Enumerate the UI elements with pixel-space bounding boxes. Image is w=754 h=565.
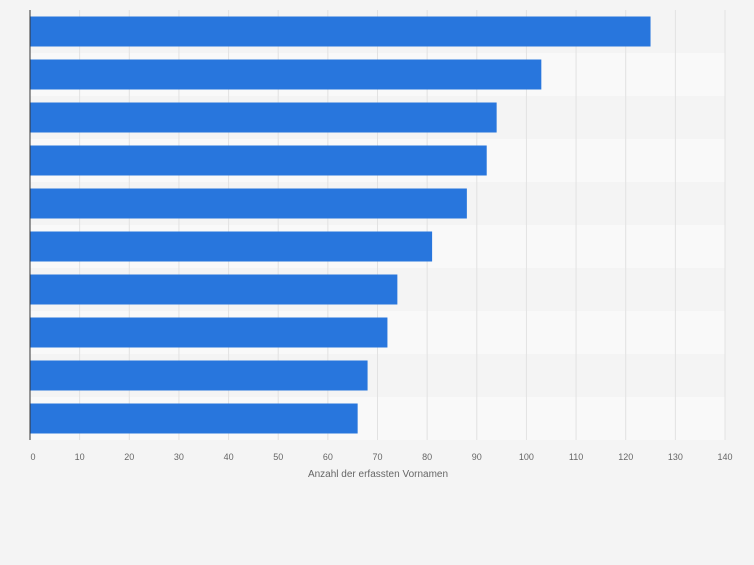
bar bbox=[30, 231, 433, 262]
bar bbox=[30, 360, 368, 391]
x-tick-label: 40 bbox=[224, 452, 234, 462]
x-tick-label: 70 bbox=[372, 452, 382, 462]
bar bbox=[30, 317, 388, 348]
bar bbox=[30, 102, 497, 133]
bar bbox=[30, 16, 651, 47]
x-tick-label: 100 bbox=[519, 452, 534, 462]
bars bbox=[30, 16, 651, 434]
x-tick-label: 60 bbox=[323, 452, 333, 462]
x-tick-label: 20 bbox=[124, 452, 134, 462]
x-tick-labels: 0 10 20 30 40 50 60 70 80 90 100 110 120 130 140 bbox=[30, 452, 732, 462]
bar bbox=[30, 188, 467, 219]
x-tick-label: 80 bbox=[422, 452, 432, 462]
x-tick-label: 130 bbox=[668, 452, 683, 462]
x-tick-label: 0 bbox=[30, 452, 35, 462]
bar bbox=[30, 145, 487, 176]
x-tick-label: 110 bbox=[569, 452, 583, 462]
x-tick-label: 30 bbox=[174, 452, 184, 462]
x-axis-label: Anzahl der erfassten Vornamen bbox=[308, 469, 448, 480]
x-tick-label: 120 bbox=[618, 452, 633, 462]
x-tick-label: 140 bbox=[717, 452, 732, 462]
x-tick-label: 90 bbox=[472, 452, 482, 462]
x-tick-label: 50 bbox=[273, 452, 283, 462]
bar bbox=[30, 274, 398, 305]
bar bbox=[30, 403, 358, 434]
x-tick-label: 10 bbox=[75, 452, 85, 462]
bar bbox=[30, 59, 542, 90]
